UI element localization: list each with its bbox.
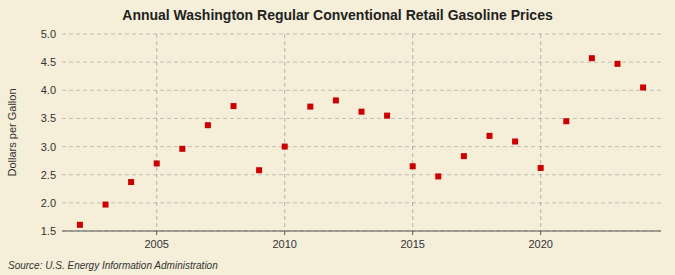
- y-axis-label: Dollars per Gallon: [6, 88, 18, 176]
- x-grid-line: [284, 34, 285, 231]
- y-tick-label: 5.0: [41, 28, 56, 40]
- y-grid-line: [62, 34, 661, 35]
- point: [307, 104, 313, 110]
- x-tick-label: 2015: [400, 238, 424, 250]
- point: [538, 165, 544, 171]
- chart: Annual Washington Regular Conventional R…: [0, 0, 675, 275]
- x-tick: [156, 231, 157, 235]
- x-tick: [540, 231, 541, 235]
- y-grid-line: [62, 90, 661, 91]
- axes: 1.5 2.0 2.5 3.0 3.5 4.0 4.5 5.0 2005 2010 2015 2020: [41, 28, 661, 250]
- x-grid-line: [412, 34, 413, 231]
- x-axis-line: [62, 231, 661, 232]
- point: [410, 163, 416, 169]
- points: [77, 55, 646, 228]
- x-tick: [284, 231, 285, 235]
- point: [282, 144, 288, 150]
- background: [0, 0, 675, 275]
- y-tick-label: 3.5: [41, 112, 56, 124]
- y-tick-label: 4.5: [41, 56, 56, 68]
- grid: [62, 34, 661, 231]
- point: [461, 153, 467, 159]
- y-grid-line: [62, 146, 661, 147]
- point: [359, 109, 365, 115]
- y-tick-label: 4.0: [41, 84, 56, 96]
- point: [179, 146, 185, 152]
- y-tick-label: 2.0: [41, 197, 56, 209]
- x-tick-label: 2010: [272, 238, 296, 250]
- point: [333, 97, 339, 103]
- x-tick-label: 2020: [528, 238, 552, 250]
- point: [486, 133, 492, 139]
- point: [205, 122, 211, 128]
- point: [231, 103, 237, 109]
- point: [589, 55, 595, 61]
- point: [435, 173, 441, 179]
- point: [256, 167, 262, 173]
- point: [512, 139, 518, 145]
- y-tick-label: 2.5: [41, 169, 56, 181]
- x-tick-label: 2005: [144, 238, 168, 250]
- y-grid-line: [62, 174, 661, 175]
- point: [614, 61, 620, 67]
- title: Annual Washington Regular Conventional R…: [122, 7, 553, 23]
- point: [103, 202, 109, 208]
- x-tick: [412, 231, 413, 235]
- source-note: Source: U.S. Energy Information Administ…: [8, 260, 218, 271]
- point: [640, 84, 646, 90]
- y-tick-label: 1.5: [41, 225, 56, 237]
- y-grid-line: [62, 202, 661, 203]
- x-grid-line: [156, 34, 157, 231]
- point: [77, 222, 83, 228]
- y-grid-line: [62, 231, 661, 232]
- y-tick-label: 3.0: [41, 141, 56, 153]
- y-grid-line: [62, 62, 661, 63]
- point: [563, 118, 569, 124]
- point: [128, 179, 134, 185]
- x-grid-line: [540, 34, 541, 231]
- point: [154, 160, 160, 166]
- point: [384, 113, 390, 119]
- y-grid-line: [62, 118, 661, 119]
